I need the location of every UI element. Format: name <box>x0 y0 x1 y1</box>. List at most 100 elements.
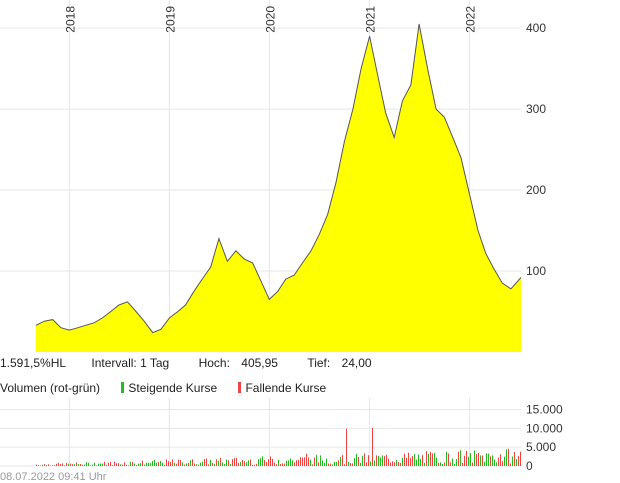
volume-bar-rising <box>130 461 131 466</box>
volume-bar-falling <box>376 455 377 466</box>
volume-bar-rising <box>436 457 437 466</box>
volume-bar-rising <box>288 460 289 466</box>
volume-bar-falling <box>300 457 301 466</box>
volume-bar-rising <box>100 463 101 466</box>
volume-bar-falling <box>244 461 245 466</box>
volume-bar-falling <box>400 463 401 466</box>
volume-bar-falling <box>72 464 73 466</box>
high-value: 405,95 <box>241 356 278 370</box>
volume-bar-falling <box>118 463 119 466</box>
volume-bar-rising <box>440 462 441 466</box>
volume-bar-falling <box>498 457 499 466</box>
volume-bar-rising <box>182 462 183 466</box>
volume-bar-falling <box>518 456 519 466</box>
volume-bar-falling <box>104 461 105 466</box>
low-value: 24,00 <box>341 356 372 370</box>
volume-bar-falling <box>256 464 257 466</box>
volume-bar-falling <box>366 462 367 466</box>
volume-bar-falling <box>294 462 295 466</box>
volume-bar-rising <box>68 463 69 466</box>
volume-chart: 0 5.000 10.000 15.000 <box>0 398 563 470</box>
volume-bar-falling <box>444 462 445 466</box>
volume-bar-rising <box>94 462 95 466</box>
falling-swatch-icon <box>238 382 242 393</box>
volume-bar-rising <box>402 457 403 466</box>
volume-bar-falling <box>476 454 477 466</box>
volume-bar-falling <box>514 451 515 466</box>
volume-bar-rising <box>334 461 335 466</box>
volume-bar-falling <box>168 461 169 466</box>
volume-bar-rising <box>210 459 211 466</box>
y-axis-price-labels: 100 200 300 400 <box>526 21 546 278</box>
volume-bar-falling <box>392 461 393 466</box>
volume-bar-falling <box>172 459 173 466</box>
volume-bar-falling <box>364 453 365 466</box>
volume-bar-rising <box>226 459 227 466</box>
volume-bar-rising <box>454 463 455 466</box>
volume-bar-falling <box>408 452 409 466</box>
volume-bar-rising <box>354 458 355 466</box>
x-tick-label: 2021 <box>364 6 378 33</box>
volume-y-axis-labels: 0 5.000 10.000 15.000 <box>526 403 563 470</box>
volume-bar-rising <box>460 450 461 466</box>
volume-bar-rising <box>54 465 55 466</box>
volume-bar-falling <box>178 459 179 466</box>
volume-bar-falling <box>48 464 49 466</box>
volume-bar-falling <box>250 459 251 466</box>
volume-bar-rising <box>470 452 471 466</box>
volume-bar-falling <box>264 459 265 466</box>
volume-bar-falling <box>296 460 297 466</box>
volume-tick-label: 10.000 <box>526 421 563 435</box>
volume-bar-rising <box>320 455 321 466</box>
volume-bar-falling <box>344 464 345 466</box>
volume-bar-rising <box>378 456 379 466</box>
volume-bar-rising <box>262 456 263 466</box>
falling-legend-label: Fallende Kurse <box>245 381 327 395</box>
volume-bar-falling <box>176 463 177 466</box>
volume-bar-rising <box>84 464 85 466</box>
volume-bar-falling <box>404 453 405 466</box>
volume-bar-falling <box>352 463 353 466</box>
volume-bar-falling <box>372 427 373 466</box>
price-line <box>35 23 522 334</box>
volume-bar-rising <box>96 465 97 466</box>
volume-bar-falling <box>108 462 109 466</box>
volume-bar-rising <box>86 462 87 466</box>
volume-bar-falling <box>304 457 305 466</box>
volume-bar-falling <box>184 464 185 466</box>
volume-bar-rising <box>322 460 323 466</box>
x-tick-label: 2018 <box>63 6 77 33</box>
volume-bar-falling <box>208 464 209 466</box>
x-tick-label: 2019 <box>163 6 177 33</box>
x-tick-label: 2020 <box>263 6 277 33</box>
volume-bar-falling <box>430 451 431 466</box>
volume-bar-rising <box>362 455 363 466</box>
volume-bar-falling <box>410 458 411 466</box>
volume-bar-falling <box>220 457 221 466</box>
price-chart: 2018 2019 2020 2021 2022 100 200 300 400 <box>0 0 546 352</box>
volume-bar-falling <box>70 463 71 466</box>
volume-bar-rising <box>140 463 141 466</box>
volume-legend: Volumen (rot-grün) Steigende Kurse Falle… <box>0 381 326 395</box>
volume-bar-rising <box>52 465 53 466</box>
volume-bar-falling <box>350 463 351 466</box>
volume-bar-falling <box>82 464 83 466</box>
volume-bar-falling <box>236 457 237 466</box>
volume-bar-rising <box>152 460 153 466</box>
volume-bar-rising <box>332 464 333 466</box>
volume-bar-falling <box>458 451 459 466</box>
y-tick-label: 100 <box>526 264 546 278</box>
volume-bar-rising <box>452 458 453 466</box>
volume-bar-rising <box>120 464 121 466</box>
volume-bar-falling <box>342 455 343 466</box>
volume-bar-rising <box>74 464 75 466</box>
volume-bar-rising <box>456 459 457 466</box>
volume-bar-rising <box>218 460 219 466</box>
volume-bar-falling <box>62 463 63 466</box>
volume-bar-falling <box>122 464 123 466</box>
y-tick-label: 400 <box>526 21 546 35</box>
volume-bar-rising <box>222 462 223 466</box>
volume-bar-falling <box>398 462 399 466</box>
volume-bar-rising <box>162 462 163 466</box>
volume-bar-falling <box>66 462 67 466</box>
